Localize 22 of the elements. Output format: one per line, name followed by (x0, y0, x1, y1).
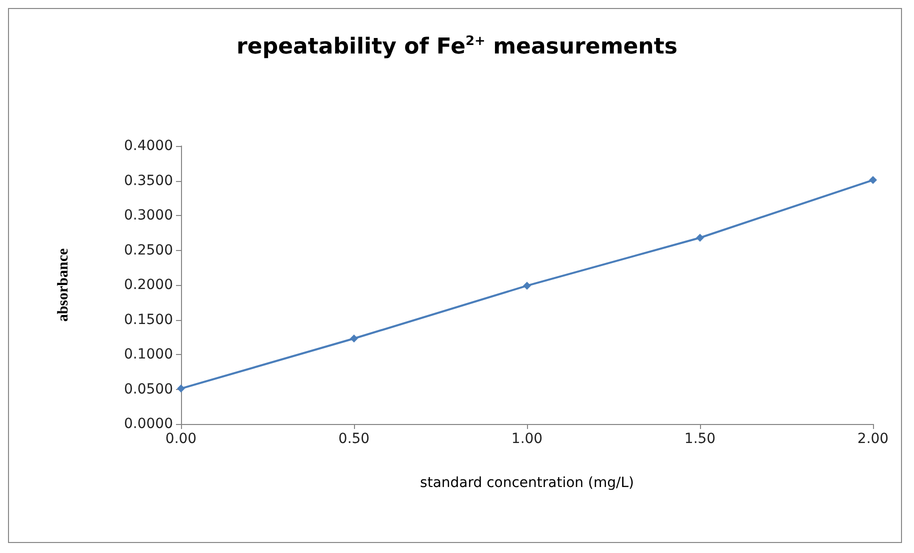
y-tick-label: 0.3500 (124, 172, 173, 189)
point (523, 282, 531, 290)
x-tick-label: 1.50 (684, 431, 716, 447)
point (350, 334, 358, 343)
y-tick-label: 0.2500 (124, 242, 173, 258)
x-axis-title: standard concentration (mg/L) (420, 475, 634, 491)
chart-title: repeatability of Fe$^{2+}$ measurements (236, 34, 678, 60)
point (869, 176, 877, 184)
y-tick-label: 0.1500 (124, 312, 173, 328)
y-tick-label: 0.0500 (124, 381, 173, 398)
x-tick-label: 0.00 (165, 431, 197, 447)
y-tick-label: 0.3000 (124, 208, 173, 224)
y-tick-label: 0.1000 (124, 346, 173, 362)
y-tick-label: 0.4000 (124, 138, 173, 154)
y-axis-title: absorbance (56, 248, 72, 322)
y-tick-label: 0.0000 (124, 416, 173, 432)
x-tick-label: 2.00 (857, 431, 889, 447)
y-tick-label: 0.2000 (124, 277, 173, 293)
point (696, 234, 704, 242)
x-tick-label: 1.00 (511, 431, 543, 447)
x-tick-label: 0.50 (338, 431, 370, 447)
point (177, 384, 185, 393)
